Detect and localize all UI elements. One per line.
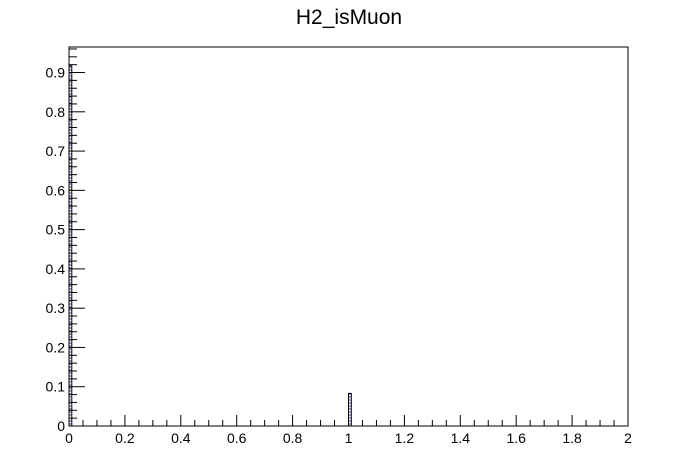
- x-tick-label: 0.8: [283, 430, 303, 446]
- x-tick-label: 0.4: [171, 430, 191, 446]
- axes: [68, 46, 629, 427]
- x-tick-label: 0.2: [115, 430, 135, 446]
- chart-title: H2_isMuon: [296, 6, 402, 29]
- y-tick-label: 0.7: [46, 143, 66, 159]
- x-tick-label: 1.2: [395, 430, 415, 446]
- bars: [68, 65, 352, 427]
- y-tick-label: 0: [57, 418, 65, 434]
- y-tick-label: 0.6: [46, 182, 66, 198]
- y-tick-label: 0.3: [46, 300, 66, 316]
- plot-frame: [68, 46, 629, 427]
- y-tick-label: 0.8: [46, 104, 66, 120]
- x-tick-label: 2: [624, 430, 632, 446]
- x-tick-label: 0.6: [227, 430, 247, 446]
- x-tick-label: 1.4: [451, 430, 471, 446]
- y-tick-label: 0.1: [46, 379, 66, 395]
- ticks: [68, 48, 629, 427]
- bar-body: [348, 392, 352, 427]
- y-tick-label: 0.4: [46, 261, 66, 277]
- x-tick-label: 1: [345, 430, 353, 446]
- x-tick-label: 1.8: [562, 430, 582, 446]
- y-tick-label: 0.9: [46, 65, 66, 81]
- bar-1: [348, 392, 352, 427]
- y-tick-label: 0.2: [46, 339, 66, 355]
- tick-labels: 0 0.2 0.4 0.6 0.8 1 1.2 1.4 1.6 1.8 2 0 0.1 0.2 0.3 0.4…: [46, 65, 633, 446]
- y-tick-label: 0.5: [46, 222, 66, 238]
- x-tick-label: 1.6: [506, 430, 526, 446]
- x-tick-label: 0: [65, 430, 73, 446]
